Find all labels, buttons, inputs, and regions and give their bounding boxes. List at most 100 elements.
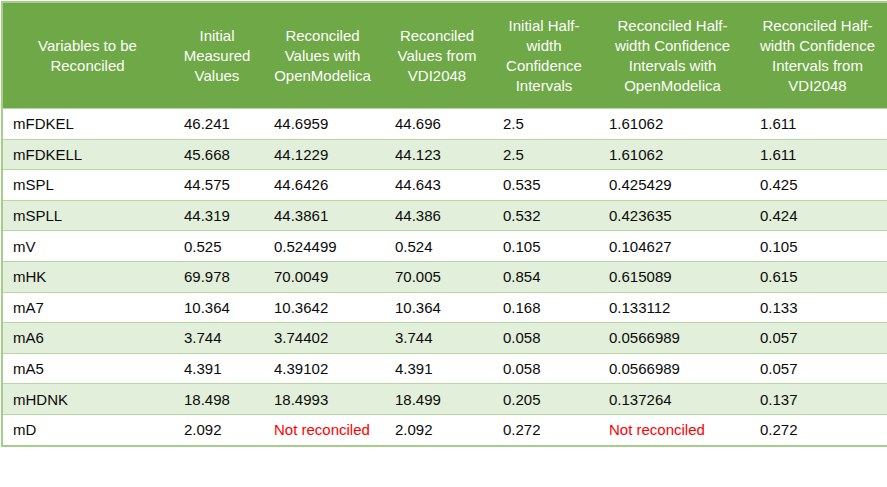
value-cell: 4.39102 bbox=[262, 353, 383, 384]
value-cell: 44.3861 bbox=[262, 200, 383, 231]
value-cell: 0.0566989 bbox=[597, 353, 748, 384]
variable-name-cell: mD bbox=[2, 414, 172, 445]
value-cell: 0.057 bbox=[748, 353, 887, 384]
value-cell: 10.364 bbox=[383, 292, 491, 323]
table-row: mSPLL44.31944.386144.3860.5320.4236350.4… bbox=[2, 200, 887, 231]
reconciliation-results-table: Variables to be ReconciledInitial Measur… bbox=[1, 1, 887, 447]
value-cell: 0.615 bbox=[748, 261, 887, 292]
value-cell: 3.744 bbox=[383, 323, 491, 354]
table-row: mA54.3914.391024.3910.0580.05669890.057 bbox=[2, 353, 887, 384]
value-cell: Not reconciled bbox=[262, 414, 383, 445]
value-cell: 0.532 bbox=[491, 200, 597, 231]
value-cell: 44.575 bbox=[172, 170, 262, 201]
table-row: mA63.7443.744023.7440.0580.05669890.057 bbox=[2, 323, 887, 354]
table-row: mHK69.97870.004970.0050.8540.6150890.615 bbox=[2, 261, 887, 292]
value-cell: 2.092 bbox=[172, 414, 262, 445]
value-cell: 0.137 bbox=[748, 384, 887, 415]
value-cell: 0.524499 bbox=[262, 231, 383, 262]
table-row: mD2.092Not reconciled2.0920.272Not recon… bbox=[2, 414, 887, 445]
value-cell: Not reconciled bbox=[597, 414, 748, 445]
column-header: Reconciled Half-width Confidence Interva… bbox=[748, 2, 887, 109]
value-cell: 0.524 bbox=[383, 231, 491, 262]
value-cell: 4.391 bbox=[383, 353, 491, 384]
column-header: Reconciled Values with OpenModelica bbox=[262, 2, 383, 109]
value-cell: 0.058 bbox=[491, 353, 597, 384]
value-cell: 18.499 bbox=[383, 384, 491, 415]
variable-name-cell: mSPL bbox=[2, 170, 172, 201]
value-cell: 0.535 bbox=[491, 170, 597, 201]
value-cell: 10.3642 bbox=[262, 292, 383, 323]
table-row: mFDKELL45.66844.122944.1232.51.610621.61… bbox=[2, 139, 887, 170]
column-header: Reconciled Values from VDI2048 bbox=[383, 2, 491, 109]
document-page: Variables to be ReconciledInitial Measur… bbox=[0, 0, 887, 487]
value-cell: 70.0049 bbox=[262, 261, 383, 292]
value-cell: 0.057 bbox=[748, 323, 887, 354]
variable-name-cell: mV bbox=[2, 231, 172, 262]
variable-name-cell: mHDNK bbox=[2, 384, 172, 415]
value-cell: 0.425 bbox=[748, 170, 887, 201]
table-header: Variables to be ReconciledInitial Measur… bbox=[2, 2, 887, 109]
value-cell: 0.105 bbox=[748, 231, 887, 262]
column-header: Reconciled Half-width Confidence Interva… bbox=[597, 2, 748, 109]
value-cell: 2.092 bbox=[383, 414, 491, 445]
value-cell: 1.61062 bbox=[597, 139, 748, 170]
value-cell: 0.133112 bbox=[597, 292, 748, 323]
column-header: Initial Measured Values bbox=[172, 2, 262, 109]
variable-name-cell: mSPLL bbox=[2, 200, 172, 231]
value-cell: 45.668 bbox=[172, 139, 262, 170]
value-cell: 2.5 bbox=[491, 139, 597, 170]
value-cell: 44.319 bbox=[172, 200, 262, 231]
value-cell: 0.105 bbox=[491, 231, 597, 262]
table-row: mV0.5250.5244990.5240.1050.1046270.105 bbox=[2, 231, 887, 262]
value-cell: 44.1229 bbox=[262, 139, 383, 170]
value-cell: 0.525 bbox=[172, 231, 262, 262]
value-cell: 44.696 bbox=[383, 109, 491, 140]
variable-name-cell: mA5 bbox=[2, 353, 172, 384]
value-cell: 0.272 bbox=[748, 414, 887, 445]
value-cell: 18.4993 bbox=[262, 384, 383, 415]
variable-name-cell: mA6 bbox=[2, 323, 172, 354]
value-cell: 4.391 bbox=[172, 353, 262, 384]
value-cell: 0.424 bbox=[748, 200, 887, 231]
value-cell: 0.0566989 bbox=[597, 323, 748, 354]
value-cell: 0.854 bbox=[491, 261, 597, 292]
variable-name-cell: mFDKEL bbox=[2, 109, 172, 140]
value-cell: 0.423635 bbox=[597, 200, 748, 231]
variable-name-cell: mA7 bbox=[2, 292, 172, 323]
value-cell: 10.364 bbox=[172, 292, 262, 323]
variable-name-cell: mHK bbox=[2, 261, 172, 292]
value-cell: 2.5 bbox=[491, 109, 597, 140]
value-cell: 0.615089 bbox=[597, 261, 748, 292]
value-cell: 0.272 bbox=[491, 414, 597, 445]
value-cell: 44.123 bbox=[383, 139, 491, 170]
value-cell: 0.425429 bbox=[597, 170, 748, 201]
value-cell: 69.978 bbox=[172, 261, 262, 292]
value-cell: 44.6959 bbox=[262, 109, 383, 140]
table-header-row: Variables to be ReconciledInitial Measur… bbox=[2, 2, 887, 109]
value-cell: 1.611 bbox=[748, 139, 887, 170]
value-cell: 44.643 bbox=[383, 170, 491, 201]
value-cell: 1.61062 bbox=[597, 109, 748, 140]
table-row: mA710.36410.364210.3640.1680.1331120.133 bbox=[2, 292, 887, 323]
table-body: mFDKEL46.24144.695944.6962.51.610621.611… bbox=[2, 109, 887, 446]
value-cell: 46.241 bbox=[172, 109, 262, 140]
value-cell: 0.168 bbox=[491, 292, 597, 323]
value-cell: 3.744 bbox=[172, 323, 262, 354]
value-cell: 0.137264 bbox=[597, 384, 748, 415]
column-header: Initial Half-width Confidence Intervals bbox=[491, 2, 597, 109]
table-row: mSPL44.57544.642644.6430.5350.4254290.42… bbox=[2, 170, 887, 201]
value-cell: 44.386 bbox=[383, 200, 491, 231]
value-cell: 0.104627 bbox=[597, 231, 748, 262]
value-cell: 70.005 bbox=[383, 261, 491, 292]
value-cell: 18.498 bbox=[172, 384, 262, 415]
value-cell: 1.611 bbox=[748, 109, 887, 140]
table-row: mFDKEL46.24144.695944.6962.51.610621.611 bbox=[2, 109, 887, 140]
value-cell: 3.74402 bbox=[262, 323, 383, 354]
value-cell: 0.205 bbox=[491, 384, 597, 415]
value-cell: 0.058 bbox=[491, 323, 597, 354]
value-cell: 44.6426 bbox=[262, 170, 383, 201]
table-row: mHDNK18.49818.499318.4990.2050.1372640.1… bbox=[2, 384, 887, 415]
variable-name-cell: mFDKELL bbox=[2, 139, 172, 170]
value-cell: 0.133 bbox=[748, 292, 887, 323]
column-header: Variables to be Reconciled bbox=[2, 2, 172, 109]
